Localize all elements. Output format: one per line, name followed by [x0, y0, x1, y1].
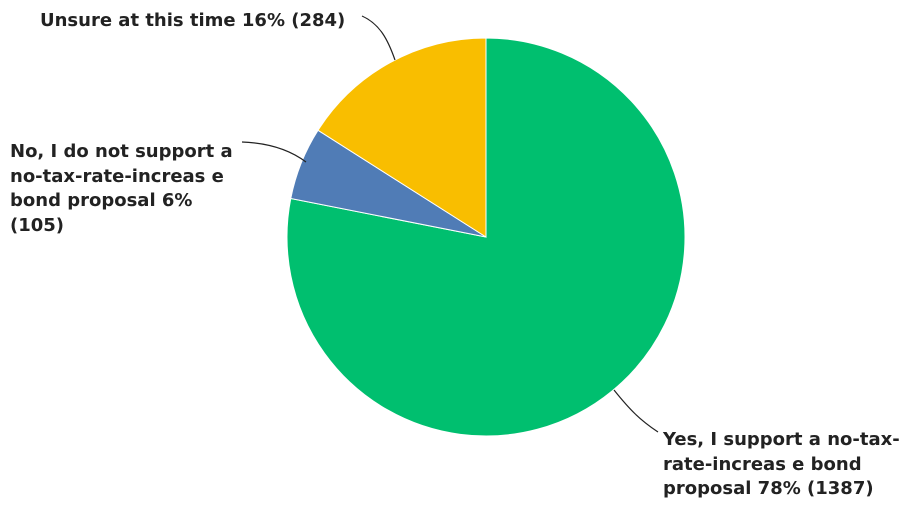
slice-label-unsure: Unsure at this time 16% (284) [40, 9, 370, 34]
slice-label-no-line-3: bond proposal 6% [10, 190, 193, 211]
slice-label-yes-line-2: rate-increas e bond [663, 453, 862, 475]
slice-label-yes-line-3: proposal 78% (1387) [663, 478, 874, 499]
leader-line-yes [613, 389, 659, 433]
pie-slice-unsure [317, 37, 487, 238]
slice-label-unsure-line-1: Unsure at this time 16% (284) [40, 10, 346, 31]
pie-slices [286, 37, 686, 437]
slice-label-yes-line-1: Yes, I support a no-tax- [663, 429, 900, 450]
leader-line-unsure [361, 15, 396, 61]
slice-label-no-line-1: No, I do not support a [10, 141, 233, 162]
leader-line-no [241, 141, 307, 163]
slice-label-no: No, I do not support a no-tax-rate-incre… [10, 140, 260, 238]
slice-label-no-line-4: (105) [10, 214, 65, 236]
leader-lines [241, 15, 659, 433]
slice-label-yes: Yes, I support a no-tax- rate-increas e … [663, 428, 913, 502]
slice-label-no-line-2: no-tax-rate-increas e [10, 165, 224, 187]
